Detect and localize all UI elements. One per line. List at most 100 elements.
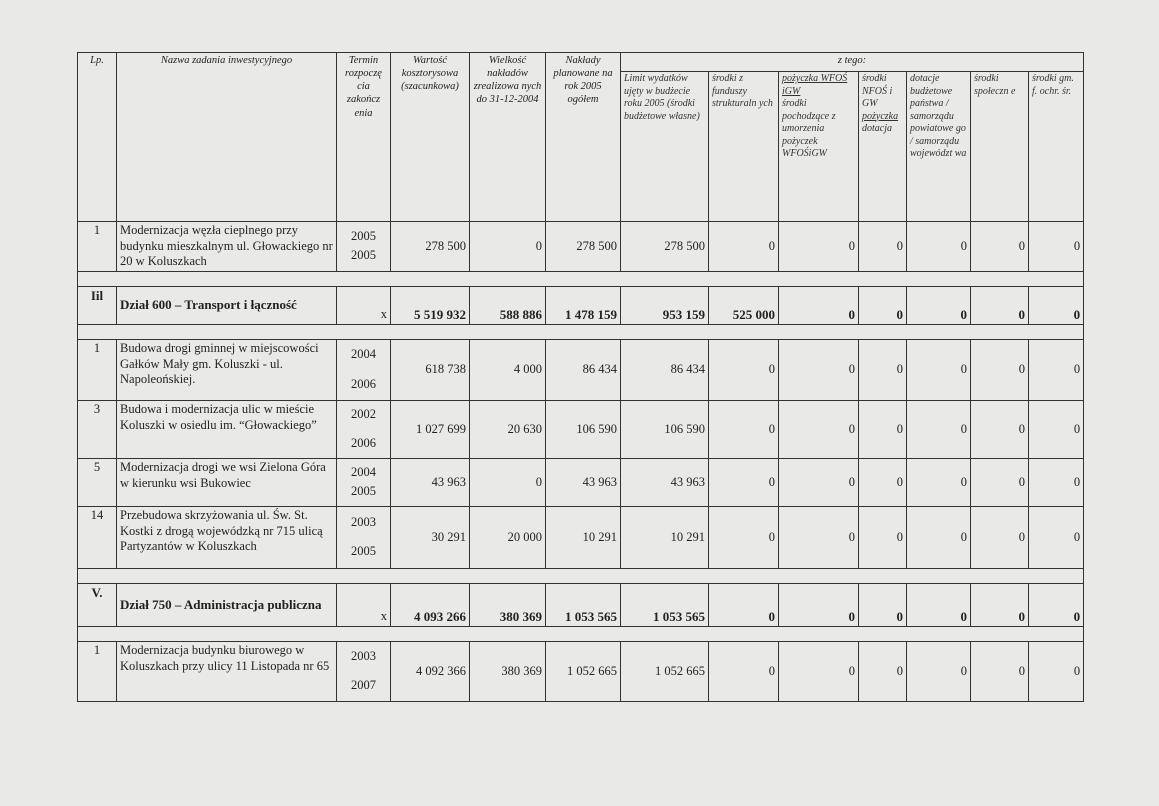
value-cell: 0 <box>970 338 1029 401</box>
value-cell: 106 590 <box>545 399 621 459</box>
start-year: 2002 <box>351 406 376 421</box>
header-of-which: z tego: <box>619 52 1085 72</box>
table-row: 5 Modernizacja drogi we wsi Zielona Góra … <box>77 457 1085 507</box>
spacer-row <box>76 270 1085 287</box>
value-cell: 0 <box>708 457 779 507</box>
name-cell: Modernizacja węzła cieplnego przy budynk… <box>116 221 337 272</box>
header-wfos-remission: środki pochodzące z umorzenia pożyczek W… <box>782 98 836 159</box>
end-year: 2007 <box>351 678 376 693</box>
spacer-cell <box>76 567 1085 584</box>
value-cell: 86 434 <box>620 338 709 401</box>
value-cell: 0 <box>708 640 779 702</box>
end-year: 2005 <box>351 544 376 559</box>
header-nfos: środki NFOŚ i GW pożyczka dotacja <box>858 71 907 222</box>
header-env-fund: środki gm. f. ochr. śr. <box>1027 71 1085 222</box>
value-cell: 0 <box>778 582 859 627</box>
term-cell: 2005 2005 <box>336 221 391 272</box>
value-cell: 0 <box>906 582 971 627</box>
name-cell: Przebudowa skrzyżowania ul. Św. St. Kost… <box>116 505 337 569</box>
header-wfos: pożyczka WFOŚ iGW środki pochodzące z umo… <box>778 71 859 222</box>
name-cell: Modernizacja budynku biurowego w Koluszk… <box>116 640 337 702</box>
value-cell: 0 <box>970 582 1029 627</box>
name-cell: Dział 750 – Administracja publiczna <box>116 582 337 627</box>
header-structural: środki z funduszy strukturaln ych <box>708 71 779 222</box>
value-cell: 0 <box>1027 285 1085 325</box>
lp-cell: 1 <box>77 221 117 272</box>
name-cell: Modernizacja drogi we wsi Zielona Góra w… <box>116 457 337 507</box>
value-cell: 86 434 <box>545 338 621 401</box>
value-cell: 0 <box>906 399 971 459</box>
value-cell: 0 <box>858 285 907 325</box>
lp-cell: Iil <box>77 285 117 325</box>
value-cell: 0 <box>1027 457 1085 507</box>
value-cell: 1 027 699 <box>390 399 470 459</box>
header-limit: Limit wydatków ujęty w budżecie roku 200… <box>620 71 709 222</box>
value-cell: 0 <box>1027 640 1085 702</box>
lp-cell: 3 <box>77 399 117 459</box>
value-cell: 43 963 <box>545 457 621 507</box>
value-cell: 953 159 <box>620 285 709 325</box>
value-cell: 0 <box>708 221 779 272</box>
value-cell: 0 <box>469 221 546 272</box>
value-cell: 0 <box>970 505 1029 569</box>
value-cell: 0 <box>708 338 779 401</box>
value-cell: 0 <box>906 221 971 272</box>
value-cell: 0 <box>906 457 971 507</box>
value-cell: 0 <box>858 457 907 507</box>
spacer-row <box>76 625 1085 642</box>
value-cell: 106 590 <box>620 399 709 459</box>
table-row: 1 Modernizacja węzła cieplnego przy budyn… <box>77 221 1085 272</box>
spacer-cell <box>76 625 1085 642</box>
investment-table: Lp. Nazwa zadania inwestycyjnego Termin … <box>76 52 1085 702</box>
header-lp: Lp. <box>77 52 117 222</box>
start-year: 2003 <box>351 648 376 663</box>
end-year: 2005 <box>351 484 376 499</box>
value-cell: 20 630 <box>469 399 546 459</box>
value-cell: 278 500 <box>545 221 621 272</box>
name-cell: Budowa i modernizacja ulic w mieście Kol… <box>116 399 337 459</box>
value-cell: 0 <box>778 338 859 401</box>
value-cell: 0 <box>1027 582 1085 627</box>
value-cell: 0 <box>858 640 907 702</box>
value-cell: 0 <box>778 221 859 272</box>
end-year: 2006 <box>351 436 376 451</box>
value-cell: 4 093 266 <box>390 582 470 627</box>
value-cell: 0 <box>970 457 1029 507</box>
lp-cell: V. <box>77 582 117 627</box>
value-cell: 30 291 <box>390 505 470 569</box>
value-cell: 0 <box>858 505 907 569</box>
value-cell: 0 <box>708 582 779 627</box>
term-cell: 2002 2006 <box>336 399 391 459</box>
header-grants: dotacje budżetowe państwa / samorządu po… <box>906 71 971 222</box>
value-cell: 0 <box>970 399 1029 459</box>
value-cell: 0 <box>906 640 971 702</box>
term-cell: 2003 2007 <box>336 640 391 702</box>
value-cell: 0 <box>778 285 859 325</box>
value-cell: 0 <box>778 640 859 702</box>
value-cell: 1 053 565 <box>620 582 709 627</box>
value-cell: 10 291 <box>545 505 621 569</box>
value-cell: 278 500 <box>390 221 470 272</box>
lp-cell: 14 <box>77 505 117 569</box>
value-cell: 0 <box>906 338 971 401</box>
table-row: 1 Budowa drogi gminnej w miejscowości Gał… <box>77 338 1085 401</box>
header-name: Nazwa zadania inwestycyjnego <box>116 52 337 222</box>
value-cell: 4 092 366 <box>390 640 470 702</box>
value-cell: 0 <box>970 285 1029 325</box>
value-cell: 0 <box>1027 505 1085 569</box>
value-cell: 1 052 665 <box>545 640 621 702</box>
spacer-cell <box>76 323 1085 340</box>
value-cell: 0 <box>708 505 779 569</box>
value-cell: 0 <box>708 399 779 459</box>
header-nfos-loan: pożyczka <box>862 110 899 122</box>
section-row: V. Dział 750 – Administracja publiczna x 4 … <box>77 582 1085 627</box>
value-cell: 1 053 565 <box>545 582 621 627</box>
value-cell: 618 738 <box>390 338 470 401</box>
term-cell: 2004 2005 <box>336 457 391 507</box>
header-nfos-grant: dotacja <box>862 123 892 134</box>
value-cell: 43 963 <box>620 457 709 507</box>
value-cell: 0 <box>778 399 859 459</box>
header-social: środki społeczn e <box>970 71 1029 222</box>
term-cell: x <box>336 582 391 627</box>
value-cell: 0 <box>970 640 1029 702</box>
